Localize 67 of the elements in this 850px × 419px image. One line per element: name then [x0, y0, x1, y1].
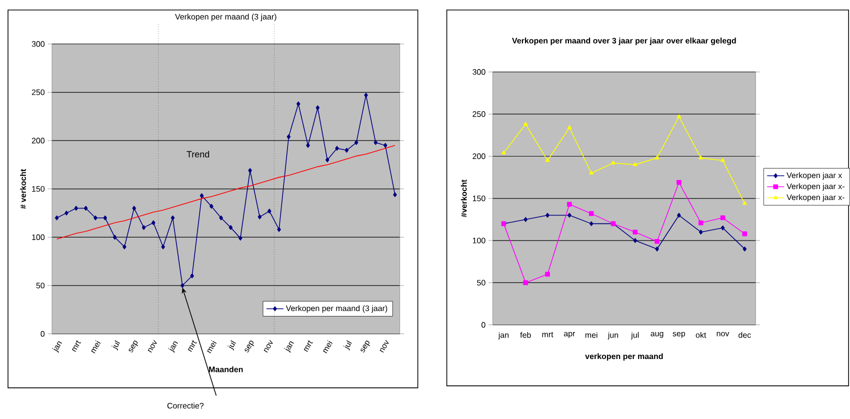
point [524, 217, 528, 222]
point [633, 162, 638, 166]
point [228, 225, 233, 230]
point [545, 158, 550, 162]
point [190, 274, 194, 278]
point [200, 193, 204, 198]
point [286, 134, 291, 140]
point [720, 226, 725, 230]
point [523, 280, 528, 286]
point [588, 211, 594, 216]
point [335, 146, 339, 151]
point [152, 220, 156, 226]
point [677, 212, 681, 218]
point [589, 221, 594, 226]
point [698, 230, 703, 235]
point [112, 234, 117, 240]
point [698, 156, 703, 160]
point [567, 202, 572, 207]
point [676, 180, 682, 185]
point [654, 239, 660, 244]
point [720, 158, 725, 162]
point [161, 244, 165, 250]
point [142, 225, 146, 230]
point [84, 206, 88, 211]
point [170, 216, 175, 220]
point [393, 192, 397, 198]
point [74, 206, 78, 211]
point [568, 212, 572, 218]
point [655, 246, 659, 252]
point [742, 232, 748, 236]
point [611, 160, 616, 165]
point [325, 158, 330, 162]
point [258, 214, 262, 220]
point [742, 201, 747, 205]
point [64, 210, 68, 216]
annotation: Trend [186, 150, 210, 158]
point [654, 156, 660, 160]
point [632, 230, 638, 235]
point [296, 102, 300, 106]
point [267, 208, 272, 214]
point [567, 125, 572, 130]
point [219, 216, 223, 220]
point [316, 105, 320, 110]
point [545, 272, 550, 277]
point [676, 114, 682, 118]
point [698, 220, 704, 226]
point [210, 204, 214, 209]
point [546, 212, 550, 218]
point [94, 216, 98, 220]
point [383, 143, 388, 148]
point [344, 148, 349, 153]
point [122, 244, 126, 250]
point [277, 227, 281, 232]
point [238, 236, 242, 241]
point [502, 150, 506, 154]
point [523, 122, 528, 126]
point [354, 140, 358, 146]
point [54, 216, 59, 220]
point [132, 206, 136, 211]
point [633, 238, 638, 244]
point [180, 283, 184, 288]
point [720, 215, 726, 220]
point [374, 140, 378, 146]
point [306, 143, 310, 148]
point [103, 216, 108, 220]
point [742, 246, 747, 252]
point [589, 170, 594, 175]
